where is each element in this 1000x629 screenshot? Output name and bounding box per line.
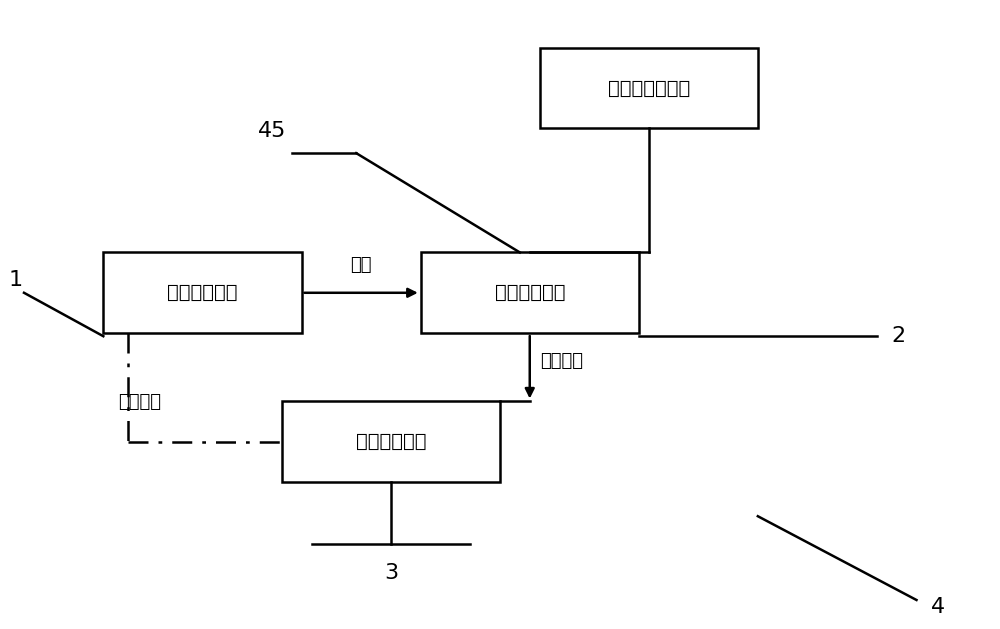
Bar bbox=[540, 48, 758, 128]
Bar bbox=[103, 252, 302, 333]
Text: 微波: 微波 bbox=[350, 256, 372, 274]
Text: 相同时序: 相同时序 bbox=[118, 392, 161, 411]
Text: 直流扫参模块: 直流扫参模块 bbox=[167, 283, 238, 303]
Text: 1: 1 bbox=[9, 270, 23, 291]
Text: 45: 45 bbox=[258, 121, 287, 141]
Text: 3: 3 bbox=[384, 563, 398, 582]
Text: 4: 4 bbox=[931, 598, 946, 618]
Text: 微波传感器模块: 微波传感器模块 bbox=[608, 79, 690, 97]
Bar bbox=[421, 252, 639, 333]
Text: 处理显示模块: 处理显示模块 bbox=[356, 432, 426, 451]
Text: 微波电路模块: 微波电路模块 bbox=[494, 283, 565, 303]
Text: 2: 2 bbox=[892, 326, 906, 346]
Text: 直流电压: 直流电压 bbox=[540, 352, 583, 370]
Bar bbox=[282, 401, 500, 482]
